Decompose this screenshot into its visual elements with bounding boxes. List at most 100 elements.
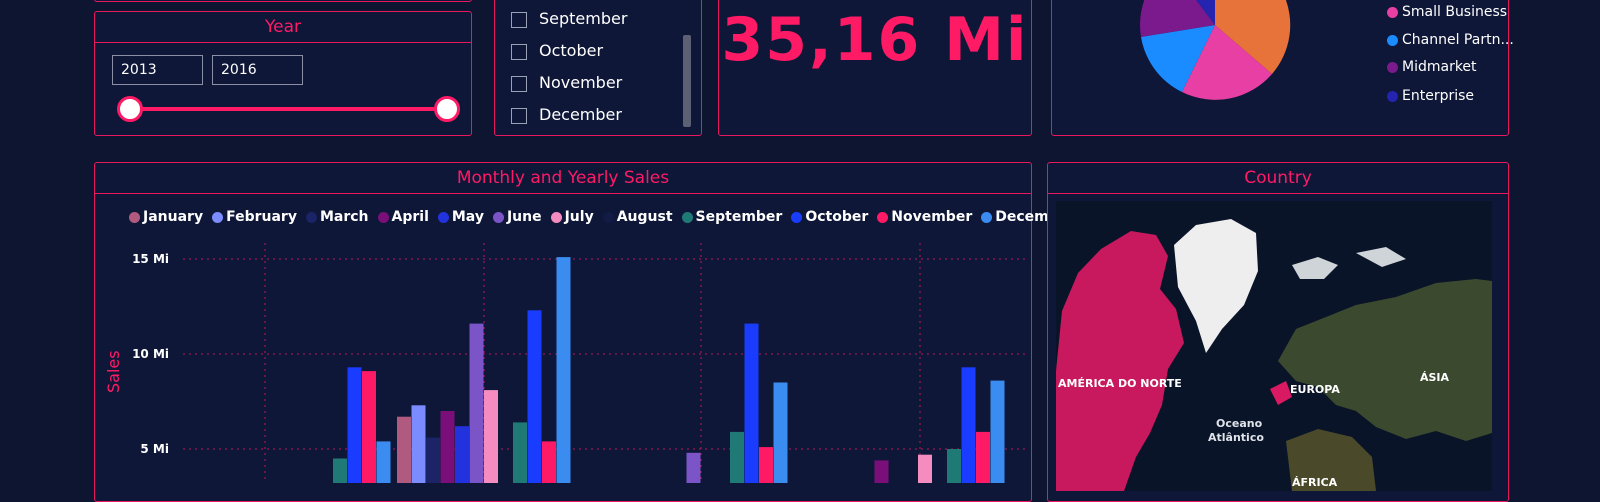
bar-july — [484, 390, 498, 483]
bar-october — [347, 367, 362, 483]
legend-dot — [305, 211, 317, 223]
country-map-panel: Country AMÉRICA DO NORTE EUROPA ÁSIA Oce… — [1047, 162, 1509, 502]
bar-january — [397, 416, 411, 483]
bar-september — [333, 458, 347, 483]
bar-june — [469, 323, 484, 483]
legend-label: October — [805, 209, 869, 225]
bar-september — [730, 431, 744, 483]
legend-dot — [681, 211, 693, 223]
year-range-track[interactable] — [129, 107, 447, 111]
legend-label: January — [143, 209, 204, 225]
map-region-north-america — [1056, 231, 1184, 491]
pie-slice-small-business — [1182, 25, 1272, 100]
filter-panel-top — [94, 0, 472, 2]
year-slicer-title: Year — [95, 12, 471, 43]
month-checkbox[interactable] — [511, 76, 527, 92]
bar-october — [527, 310, 542, 483]
bar-november — [542, 441, 556, 483]
legend-item-september[interactable]: September — [681, 209, 783, 225]
bar-december — [376, 441, 391, 483]
map-label-north-america: AMÉRICA DO NORTE — [1058, 377, 1182, 390]
bar-september — [947, 449, 961, 483]
legend-label: March — [319, 209, 369, 225]
bar-november — [362, 371, 376, 483]
month-checkbox[interactable] — [511, 44, 527, 60]
map-region-arctic-islands — [1356, 247, 1406, 267]
legend-label: July — [564, 209, 594, 225]
segment-pie-panel: Small Business Channel Partn... Midmarke… — [1051, 0, 1514, 136]
legend-label: Channel Partn... — [1402, 32, 1514, 48]
legend-item-february[interactable]: February — [212, 209, 297, 225]
map-label-asia: ÁSIA — [1420, 371, 1450, 384]
bar-december — [773, 382, 788, 483]
kpi-value: 35,16 Mi — [721, 5, 1029, 75]
month-checkbox[interactable] — [511, 12, 527, 28]
legend-item-august[interactable]: August — [602, 209, 673, 225]
legend-dot — [1387, 35, 1398, 46]
year-start-input[interactable]: 2013 — [112, 55, 203, 85]
chart-legend: January February March April May June July Augu… — [129, 209, 1075, 225]
sales-chart-panel: Monthly and Yearly Sales January February… — [94, 162, 1075, 502]
legend-item-may[interactable]: May — [437, 209, 484, 225]
map-label-europe: EUROPA — [1290, 383, 1340, 396]
month-checkbox[interactable] — [511, 108, 527, 124]
year-slicer: Year 2013 2016 — [94, 11, 472, 136]
month-slicer-scrollbar[interactable] — [683, 35, 691, 127]
legend-item-november[interactable]: November — [877, 209, 972, 225]
year-end-handle[interactable] — [434, 96, 460, 122]
bar-december — [990, 380, 1005, 483]
bar-december — [556, 257, 571, 483]
legend-item-july[interactable]: July — [550, 209, 594, 225]
bar-march — [426, 437, 440, 483]
kpi-card: 35,16 Mi — [718, 0, 1032, 136]
year-end-input[interactable]: 2016 — [212, 55, 303, 85]
sales-bar-chart: Sales 5 Mi 10 Mi 15 Mi — [104, 243, 1025, 483]
year-start-handle[interactable] — [117, 96, 143, 122]
legend-label: August — [616, 209, 673, 225]
map-label-ocean: Oceano — [1216, 417, 1263, 430]
bar-november — [759, 447, 773, 483]
map-region-eurasia — [1278, 279, 1492, 441]
y-axis-label: Sales — [104, 350, 123, 393]
pie-slice-channel-partners — [1141, 25, 1215, 92]
legend-label: September — [695, 209, 783, 225]
legend-dot — [377, 211, 389, 223]
legend-label: Enterprise — [1402, 88, 1475, 104]
legend-label: November — [891, 209, 973, 225]
bar-april — [874, 460, 889, 483]
pie-slice-government — [1215, 0, 1291, 74]
month-slicer: September October November December — [494, 0, 702, 136]
legend-label: Small Business — [1402, 4, 1508, 20]
map-label-africa: ÁFRICA — [1292, 476, 1338, 489]
legend-dot — [212, 211, 224, 223]
legend-item-january[interactable]: January — [129, 209, 203, 225]
legend-item-april[interactable]: April — [377, 209, 429, 225]
y-tick-label: 10 Mi — [132, 347, 169, 361]
legend-item-october[interactable]: October — [791, 209, 868, 225]
legend-item-march[interactable]: March — [305, 209, 369, 225]
legend-dot — [1387, 7, 1398, 18]
legend-label: April — [391, 209, 429, 225]
map-region-arctic-islands — [1292, 257, 1338, 279]
legend-dot — [437, 211, 449, 223]
segment-pie-chart — [1140, 0, 1291, 100]
bar-april — [440, 411, 455, 483]
map-region-greenland — [1174, 219, 1258, 353]
y-tick-label: 15 Mi — [132, 252, 169, 266]
legend-item-june[interactable]: June — [492, 209, 542, 225]
legend-dot — [1387, 91, 1398, 102]
world-map[interactable]: AMÉRICA DO NORTE EUROPA ÁSIA Oceano Atlâ… — [1056, 201, 1492, 491]
bar-october — [961, 367, 976, 483]
bar-october — [744, 323, 759, 483]
month-label: October — [539, 41, 604, 60]
pie-slice-enterprise — [1196, 0, 1215, 25]
pie-slice-midmarket — [1140, 0, 1215, 37]
month-label: December — [539, 105, 622, 124]
map-region-europe-highlight — [1270, 381, 1292, 405]
bar-september — [513, 422, 527, 483]
legend-dot — [550, 211, 562, 223]
bar-july — [918, 454, 932, 483]
legend-label: June — [506, 209, 542, 225]
legend-dot — [1387, 62, 1398, 73]
bar-november — [976, 431, 990, 483]
